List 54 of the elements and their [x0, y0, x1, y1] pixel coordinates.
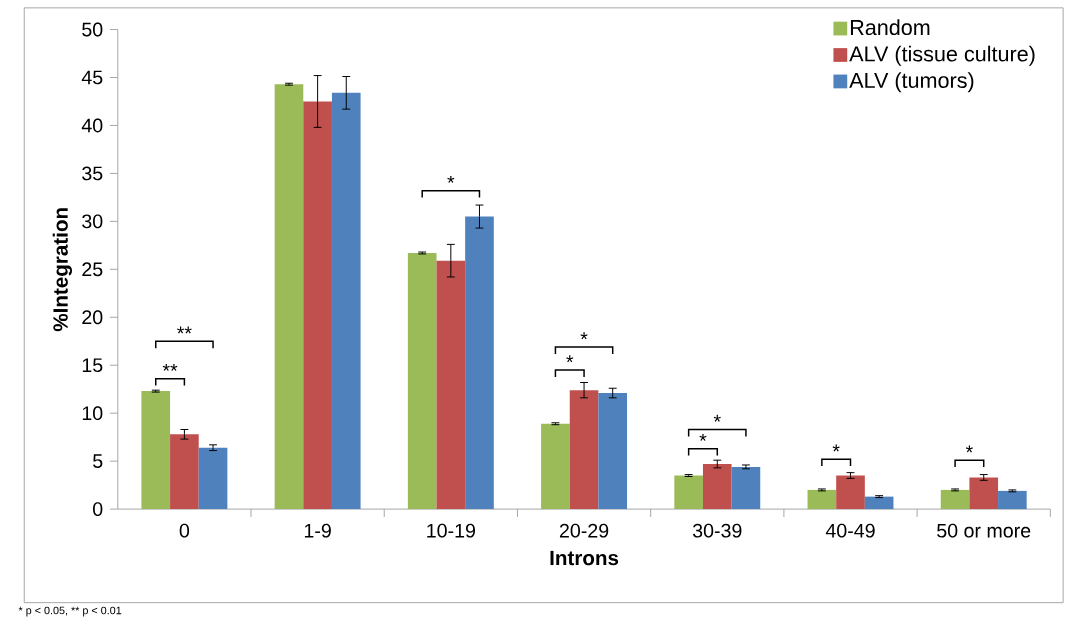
y-tick-label: 50 [82, 22, 103, 37]
bar [170, 434, 199, 509]
annotation: ** [177, 326, 192, 334]
y-tick-label: 45 [81, 70, 103, 85]
y-tick-label: 5 [93, 454, 103, 468]
x-tick-label: 40-49 [825, 523, 875, 538]
annotation: * [580, 332, 588, 340]
bar [702, 463, 732, 509]
text: * p < 0.05, ** p < 0.01 [18, 606, 122, 617]
annotation: ** [162, 363, 178, 371]
y-tick-label: 15 [82, 358, 103, 372]
annotation: * [965, 445, 973, 453]
bar [436, 260, 466, 509]
y-tick-label: 40 [81, 118, 103, 133]
bar [807, 489, 837, 509]
annotation: * [713, 414, 721, 422]
bar [407, 252, 437, 509]
y-tick-label: 10 [82, 406, 103, 420]
bar [836, 475, 865, 509]
y-axis-title: %Integration [52, 208, 73, 332]
x-tick-label: 20-29 [559, 523, 609, 538]
bar [969, 477, 999, 509]
annotation: * [699, 433, 707, 441]
x-tick-label: 0 [179, 523, 190, 538]
annotation: * [832, 444, 840, 452]
y-tick-label: 0 [93, 502, 103, 516]
y-tick-label: 35 [82, 166, 103, 181]
y-tick-label: 20 [82, 310, 103, 325]
legend-label: ALV (tissue culture) [849, 45, 1035, 66]
x-tick-label: 30-39 [692, 523, 742, 538]
bar [940, 489, 970, 509]
x-tick-label: 10-19 [427, 523, 475, 538]
bar [598, 392, 628, 509]
bar [331, 92, 361, 509]
bar [569, 390, 599, 509]
y-tick-label: 25 [82, 262, 103, 277]
bar [274, 84, 304, 509]
bar [541, 423, 570, 509]
bar [141, 390, 171, 509]
bar [998, 490, 1027, 509]
x-axis-title: Introns [550, 550, 619, 566]
x-tick-label: 50 or more [937, 523, 1031, 538]
annotation: * [447, 175, 455, 183]
bar [674, 475, 703, 509]
bar [303, 101, 332, 509]
bar [864, 496, 894, 509]
bar [465, 216, 494, 509]
x-tick-label: 1-9 [304, 523, 331, 538]
legend-label: Random [850, 19, 930, 35]
legend-label: ALV (tumors) [849, 71, 974, 93]
bar [731, 466, 761, 509]
y-tick-label: 30 [82, 214, 103, 229]
bar [198, 447, 228, 509]
annotation: * [566, 355, 574, 363]
